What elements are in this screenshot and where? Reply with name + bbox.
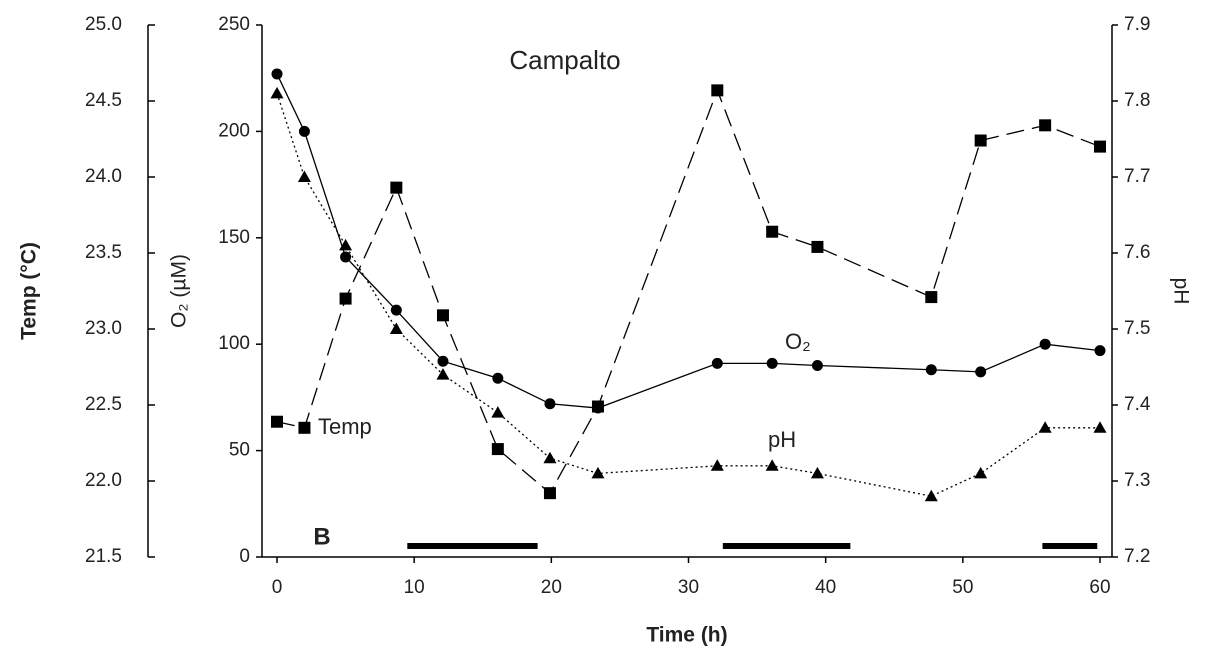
- y3-tick-label: 23.5: [85, 242, 122, 263]
- y2-tick-label: 7.9: [1124, 14, 1150, 35]
- square-marker: [298, 421, 311, 434]
- series-label: O₂: [785, 329, 811, 354]
- x-tick-label: 0: [272, 577, 283, 598]
- dark-period: [1042, 543, 1098, 549]
- triangle-marker: [270, 86, 284, 99]
- triangle-marker: [339, 238, 353, 251]
- triangle-marker: [924, 489, 938, 502]
- x-tick-label: 10: [404, 577, 425, 598]
- x-tick-label: 60: [1089, 577, 1110, 598]
- triangle-marker: [1038, 421, 1052, 433]
- x-tick-label: 40: [815, 577, 836, 598]
- square-marker: [491, 443, 504, 456]
- series-label: Temp: [318, 414, 372, 439]
- y2-tick-label: 7.2: [1124, 546, 1150, 567]
- circle-marker: [390, 304, 402, 316]
- triangle-marker: [389, 322, 403, 334]
- y3-tick-label: 21.5: [85, 546, 122, 567]
- x-tick-label: 20: [541, 577, 562, 598]
- x-tick-label: 30: [678, 577, 699, 598]
- square-marker: [339, 292, 352, 305]
- y2-tick-label: 7.6: [1124, 242, 1150, 263]
- triangle-marker: [1093, 421, 1107, 433]
- triangle-marker: [297, 170, 311, 182]
- circle-marker: [711, 357, 723, 369]
- series-line: [276, 73, 1101, 409]
- y2-tick-label: 7.3: [1124, 470, 1150, 491]
- y-tick-label: 250: [218, 14, 250, 35]
- y-tick-label: 0: [239, 546, 250, 567]
- y3-tick-label: 25.0: [85, 14, 122, 35]
- triangle-marker: [436, 368, 450, 380]
- circle-marker: [1039, 338, 1051, 350]
- square-marker: [811, 240, 824, 253]
- y3-tick-label: 24.0: [85, 166, 122, 187]
- y3-tick-label: 22.0: [85, 470, 122, 491]
- circle-marker: [975, 366, 987, 378]
- triangle-marker: [591, 466, 605, 479]
- square-marker: [974, 134, 987, 147]
- square-marker: [436, 309, 449, 322]
- y2-tick-label: 7.7: [1124, 166, 1150, 187]
- circle-marker: [544, 398, 556, 410]
- series-label: pH: [768, 427, 796, 452]
- x-axis-title: Time (h): [646, 624, 727, 647]
- circle-marker: [340, 251, 352, 263]
- square-marker: [711, 84, 724, 97]
- square-marker: [925, 291, 938, 304]
- y-axis-title: O₂ (µM): [168, 254, 191, 328]
- series-line: [276, 93, 1100, 497]
- square-marker: [1094, 140, 1106, 153]
- circle-marker: [492, 372, 504, 384]
- dark-period: [407, 543, 538, 549]
- triangle-marker: [710, 459, 724, 471]
- y-tick-label: 200: [218, 120, 250, 141]
- triangle-marker: [543, 451, 557, 464]
- dark-period: [722, 543, 851, 549]
- circle-marker: [271, 68, 283, 80]
- triangle-marker: [810, 466, 824, 479]
- square-marker: [271, 415, 283, 428]
- y3-tick-label: 23.0: [85, 318, 122, 339]
- circle-marker: [925, 364, 937, 376]
- circle-marker: [811, 359, 823, 371]
- y3-tick-label: 24.5: [85, 90, 122, 111]
- y3-axis-title: Temp (°C): [18, 242, 41, 340]
- square-marker: [766, 225, 779, 238]
- y2-axis-title: pH: [1169, 278, 1192, 305]
- square-marker: [543, 487, 556, 500]
- y-tick-label: 150: [218, 227, 250, 248]
- circle-marker: [1094, 345, 1106, 357]
- triangle-marker: [491, 406, 505, 418]
- triangle-marker: [765, 459, 779, 471]
- y2-tick-label: 7.8: [1124, 90, 1150, 111]
- y-tick-label: 100: [218, 333, 250, 354]
- circle-marker: [592, 402, 604, 414]
- y2-tick-label: 7.4: [1124, 394, 1151, 415]
- circle-marker: [766, 357, 778, 369]
- square-marker: [390, 181, 403, 194]
- panel-label: B: [313, 523, 330, 550]
- x-tick-label: 50: [952, 577, 973, 598]
- circle-marker: [298, 125, 310, 137]
- triangle-marker: [974, 466, 988, 479]
- y-tick-label: 50: [229, 440, 250, 461]
- series-line: [276, 88, 1101, 495]
- square-marker: [1039, 119, 1052, 132]
- y3-tick-label: 22.5: [85, 394, 122, 415]
- chart-title: Campalto: [509, 45, 620, 75]
- y2-tick-label: 7.5: [1124, 318, 1150, 339]
- circle-marker: [437, 355, 449, 367]
